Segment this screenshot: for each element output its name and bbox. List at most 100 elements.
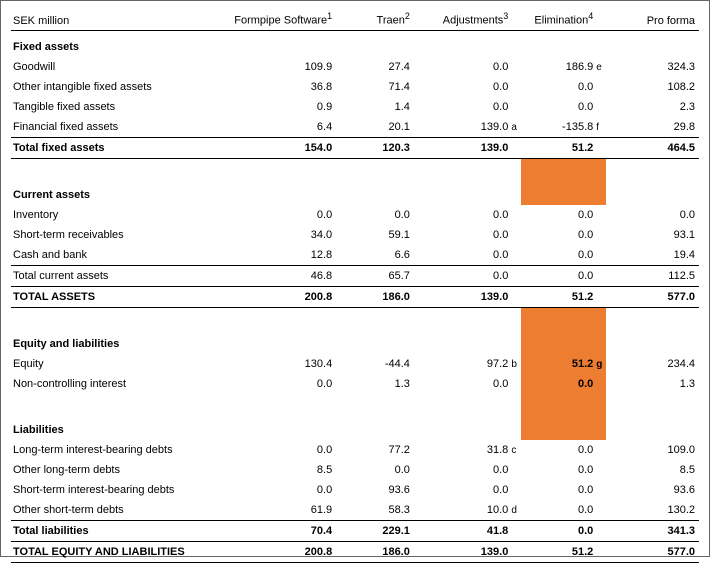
footnote-ref (508, 225, 520, 245)
footnote-ref (593, 480, 605, 500)
row-label: Other intangible fixed assets (11, 77, 218, 97)
footnote-ref (508, 138, 520, 159)
cell: 0.0 (521, 374, 594, 394)
row-label: TOTAL ASSETS (11, 287, 218, 308)
cell: 229.1 (332, 521, 410, 542)
footnote-ref (508, 480, 520, 500)
row-label: Total fixed assets (11, 138, 218, 159)
footnote-ref (508, 542, 520, 563)
cell: 1.3 (332, 374, 410, 394)
footnote-ref (508, 287, 520, 308)
footnote-ref (593, 374, 605, 394)
footnote-ref: g (593, 354, 605, 374)
row-label: Tangible fixed assets (11, 97, 218, 117)
cell: 108.2 (606, 77, 699, 97)
cell: 0.0 (521, 521, 594, 542)
cell: 0.0 (332, 205, 410, 225)
cell: 27.4 (332, 57, 410, 77)
row-label: Short-term receivables (11, 225, 218, 245)
cell: 46.8 (218, 266, 332, 287)
table-row: Total current assets46.865.70.00.0112.5 (11, 266, 699, 287)
cell: 139.0 (410, 542, 508, 563)
row-label: Total liabilities (11, 521, 218, 542)
cell: -44.4 (332, 354, 410, 374)
footnote-ref (508, 521, 520, 542)
header-col-2: Traen2 (332, 7, 410, 31)
footnote-ref (593, 460, 605, 480)
cell: 154.0 (218, 138, 332, 159)
cell: 77.2 (332, 440, 410, 460)
cell: 71.4 (332, 77, 410, 97)
footnote-ref (593, 205, 605, 225)
cell: 112.5 (606, 266, 699, 287)
cell: 139.0 (410, 117, 508, 138)
cell: 0.0 (606, 205, 699, 225)
cell: 12.8 (218, 245, 332, 266)
footnote-ref (508, 460, 520, 480)
cell: 29.8 (606, 117, 699, 138)
section-row: Equity and liabilities (11, 328, 699, 354)
cell: 0.0 (410, 266, 508, 287)
footnote-ref (593, 225, 605, 245)
total-row: Total fixed assets154.0120.3139.051.2464… (11, 138, 699, 159)
cell: 0.0 (521, 440, 594, 460)
cell: 65.7 (332, 266, 410, 287)
row-label: Other long-term debts (11, 460, 218, 480)
footnote-ref (593, 97, 605, 117)
cell: 0.0 (410, 245, 508, 266)
row-label: Fixed assets (11, 31, 218, 58)
header-col-5: Pro forma (606, 7, 699, 31)
cell: 0.0 (410, 97, 508, 117)
cell: 139.0 (410, 287, 508, 308)
footnote-ref: a (508, 117, 520, 138)
cell: 51.2 (521, 354, 594, 374)
cell: 0.0 (410, 57, 508, 77)
cell: 6.4 (218, 117, 332, 138)
row-label: Financial fixed assets (11, 117, 218, 138)
cell: 464.5 (606, 138, 699, 159)
cell: 577.0 (606, 542, 699, 563)
cell: 70.4 (218, 521, 332, 542)
cell: 59.1 (332, 225, 410, 245)
cell: 324.3 (606, 57, 699, 77)
cell: 0.0 (410, 225, 508, 245)
header-col-3: Adjustments3 (410, 7, 508, 31)
cell: 186.0 (332, 287, 410, 308)
cell: 0.0 (521, 460, 594, 480)
cell: 51.2 (521, 542, 594, 563)
cell: -135.8 (521, 117, 594, 138)
cell: 109.0 (606, 440, 699, 460)
cell: 120.3 (332, 138, 410, 159)
cell: 0.0 (521, 97, 594, 117)
footnote-ref (508, 374, 520, 394)
section-row: Current assets (11, 179, 699, 205)
footnote-ref (593, 245, 605, 266)
footnote-ref (593, 266, 605, 287)
cell: 0.9 (218, 97, 332, 117)
row-label: Non-controlling interest (11, 374, 218, 394)
cell: 0.0 (410, 460, 508, 480)
row-label: Long-term interest-bearing debts (11, 440, 218, 460)
footnote-ref (593, 138, 605, 159)
cell: 2.3 (606, 97, 699, 117)
row-label: Goodwill (11, 57, 218, 77)
table-row: Equity130.4-44.497.2b51.2g234.4 (11, 354, 699, 374)
row-label: Inventory (11, 205, 218, 225)
cell: 0.0 (332, 460, 410, 480)
spacer-row (11, 159, 699, 180)
cell: 0.0 (521, 205, 594, 225)
cell: 6.6 (332, 245, 410, 266)
cell: 130.4 (218, 354, 332, 374)
cell: 8.5 (606, 460, 699, 480)
cell: 109.9 (218, 57, 332, 77)
total-row: TOTAL EQUITY AND LIABILITIES200.8186.013… (11, 542, 699, 563)
cell: 0.0 (521, 500, 594, 521)
cell: 186.9 (521, 57, 594, 77)
footnote-ref (593, 521, 605, 542)
cell: 0.0 (410, 205, 508, 225)
cell: 341.3 (606, 521, 699, 542)
cell: 186.0 (332, 542, 410, 563)
header-col-1: Formpipe Software1 (218, 7, 332, 31)
footnote-ref (593, 287, 605, 308)
cell: 0.0 (410, 480, 508, 500)
